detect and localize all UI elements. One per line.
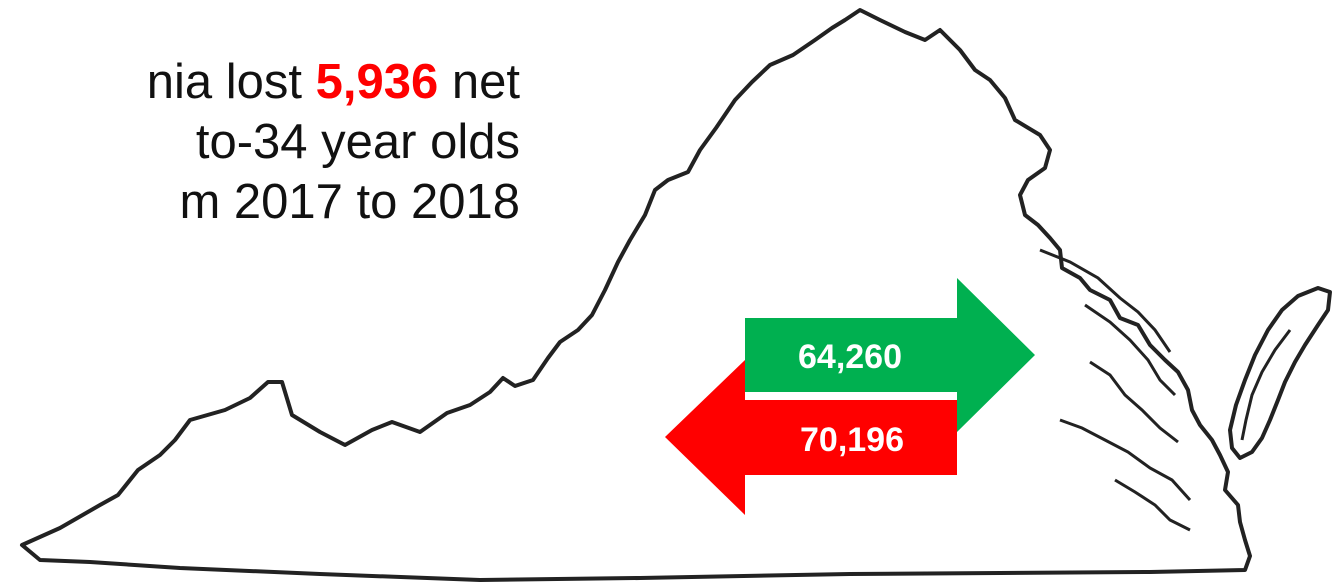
river-inlet [1084,303,1177,397]
headline-line-2: to-34 year olds [195,115,520,169]
river-inlet [1039,248,1172,353]
headline-prefix: nia lost [146,55,302,109]
outbound-arrow [665,360,957,515]
river-inlet [1059,418,1192,502]
river-inlet [1089,360,1179,444]
outbound-arrow-value: 70,196 [800,421,904,459]
eastern-shore [1228,286,1332,460]
headline-text: nia lost 5,936 net to-34 year olds m 201… [0,52,520,232]
inbound-arrow [745,278,1035,432]
headline-line-3: m 2017 to 2018 [179,175,520,229]
headline-suffix: net [451,55,520,109]
net-loss-number: 5,936 [315,55,439,109]
virginia-outline [20,8,1252,582]
eastern-shore-detail [1240,329,1292,441]
river-inlet [1114,478,1191,532]
headline-line-1: nia lost 5,936 net [0,52,520,112]
inbound-arrow-value: 64,260 [798,338,902,376]
